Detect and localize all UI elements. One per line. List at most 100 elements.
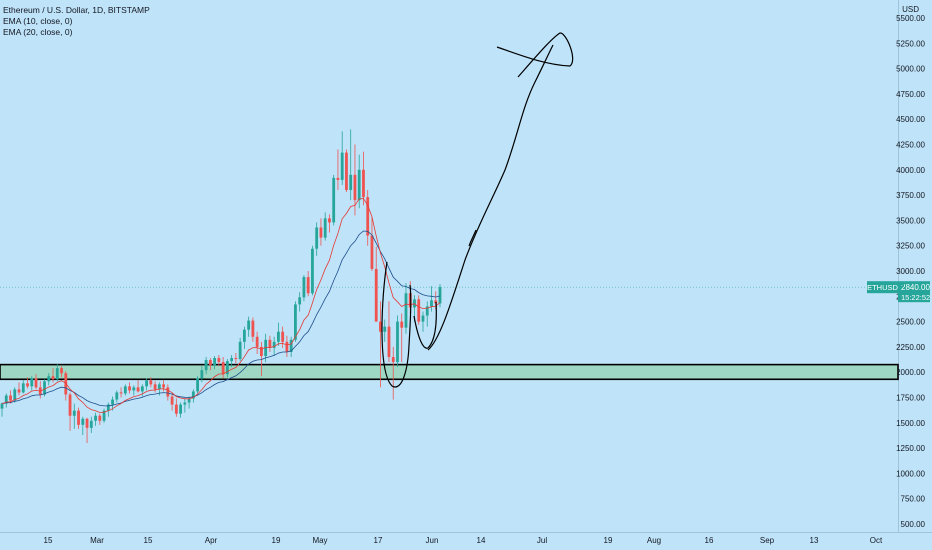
candle-body	[434, 300, 438, 304]
candle-body	[306, 277, 310, 294]
candle-body	[357, 169, 361, 201]
candle-body	[277, 331, 280, 342]
candle-body	[81, 418, 85, 425]
candle-body	[4, 395, 8, 404]
last-price-tag	[868, 283, 904, 285]
candle-body	[374, 268, 378, 322]
candle-body	[179, 404, 183, 414]
candle-body	[72, 410, 76, 416]
price-tick-label: 1000.00	[896, 469, 925, 478]
candle-body	[200, 370, 204, 379]
time-tick-label: Mar	[90, 536, 104, 545]
candle-body	[328, 218, 331, 223]
candle-body	[353, 174, 357, 201]
candle-body	[272, 341, 276, 348]
price-tick-label: 5500.00	[896, 14, 925, 23]
candle-body	[183, 402, 187, 405]
candle-body	[208, 360, 212, 366]
time-tick-label: May	[312, 536, 327, 545]
candle-body	[294, 304, 297, 340]
price-tick-label: 5250.00	[896, 39, 925, 48]
candle-body	[98, 415, 102, 421]
time-tick-label: Jul	[537, 536, 547, 545]
candle-body	[217, 358, 221, 363]
candle-body	[281, 331, 285, 342]
legend-ema20[interactable]: EMA (20, close, 0)	[3, 27, 73, 37]
price-tick-label: 4500.00	[896, 115, 925, 124]
candle-body	[336, 177, 340, 180]
candle-body	[311, 248, 314, 294]
drawing-tick-mark	[468, 229, 477, 247]
candle-body	[153, 384, 157, 390]
candle-body	[370, 235, 374, 269]
price-tick-label: 2500.00	[896, 318, 925, 327]
price-tick-label: 3250.00	[896, 242, 925, 251]
candle-body	[387, 326, 391, 358]
candle-body	[145, 380, 148, 387]
candle-body	[94, 415, 97, 421]
candle-body	[230, 358, 234, 362]
candle-body	[26, 383, 29, 387]
candle-body	[362, 169, 365, 198]
candle-body	[9, 395, 12, 401]
price-axis-unit: USD	[902, 5, 919, 14]
candle-body	[340, 152, 344, 180]
candle-body	[102, 410, 106, 421]
candle-body	[438, 287, 442, 304]
candle-body	[51, 376, 55, 380]
price-tick-label: 1500.00	[896, 419, 925, 428]
candle-body	[238, 341, 242, 360]
candle-body	[106, 404, 110, 411]
price-tick-label: 500.00	[901, 520, 926, 529]
candle-body	[379, 321, 382, 332]
candle-body	[119, 392, 123, 394]
candle-body	[55, 368, 59, 380]
time-tick-label: 17	[374, 536, 383, 545]
price-tick-label: 3500.00	[896, 216, 925, 225]
candle-body	[43, 381, 46, 395]
candle-body	[162, 384, 165, 388]
time-tick-label: Apr	[205, 536, 218, 545]
candle-body	[315, 227, 319, 249]
time-tick-label: Jun	[426, 536, 439, 545]
candle-body	[89, 420, 93, 428]
candle-body	[140, 386, 144, 392]
drawing-w-right-curve	[413, 301, 437, 349]
price-tick-label: 4250.00	[896, 141, 925, 150]
last-price-label: 2840.00	[901, 283, 930, 292]
candle-body	[259, 346, 263, 357]
candle-body	[366, 197, 370, 236]
price-tick-label: 2000.00	[896, 368, 925, 377]
candle-body	[400, 321, 404, 328]
time-tick-label: 15	[44, 536, 53, 545]
price-tag-bg	[898, 281, 930, 303]
time-tick-label: 14	[477, 536, 486, 545]
price-tick-label: 4750.00	[896, 90, 925, 99]
ema20-line	[1, 230, 441, 407]
candle-body	[170, 396, 174, 405]
price-tick-label: 2250.00	[896, 343, 925, 352]
candle-body	[191, 391, 195, 399]
support-zone-rect[interactable]	[0, 363, 899, 381]
candle-body	[255, 336, 259, 347]
candle-body	[123, 386, 127, 394]
price-tick-label: 3000.00	[896, 267, 925, 276]
candle-body	[345, 152, 348, 191]
time-tick-label: 16	[705, 536, 714, 545]
legend-symbol[interactable]: Ethereum / U.S. Dollar, 1D, BITSTAMP	[3, 5, 150, 15]
candle-body	[68, 394, 72, 416]
candle-body	[242, 329, 246, 342]
candle-body	[132, 387, 136, 391]
bar-countdown-label: 15:22:52	[901, 293, 930, 302]
price-tick-label: 1250.00	[896, 444, 925, 453]
candle-body	[0, 403, 4, 409]
candle-body	[85, 418, 89, 428]
candle-body	[430, 300, 433, 307]
candle-body	[166, 387, 170, 397]
drawing-w-left-curve	[381, 261, 412, 388]
candle-body	[30, 378, 34, 387]
time-tick-label: Sep	[760, 536, 775, 545]
legend-ema10[interactable]: EMA (10, close, 0)	[3, 16, 73, 26]
